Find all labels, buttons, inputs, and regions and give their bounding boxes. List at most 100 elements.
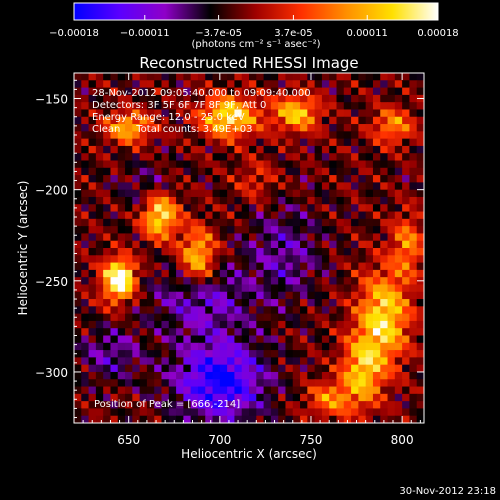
- heatmap-cell: [132, 269, 141, 278]
- heatmap-cell: [409, 196, 418, 205]
- heatmap-cell: [351, 196, 359, 205]
- heatmap-cell: [249, 124, 257, 132]
- heatmap-cell: [307, 145, 316, 154]
- heatmap-cell: [183, 240, 192, 249]
- heatmap-cell: [190, 196, 199, 205]
- heatmap-cell: [270, 328, 279, 337]
- heatmap-cell: [205, 248, 214, 256]
- heatmap-cell: [168, 182, 177, 191]
- heatmap-cell: [241, 415, 250, 423]
- heatmap-cell: [241, 284, 250, 293]
- heatmap-cell: [227, 145, 236, 154]
- heatmap-cell: [394, 182, 403, 191]
- heatmap-cell: [343, 218, 352, 227]
- heatmap-cell: [365, 364, 374, 373]
- heatmap-cell: [176, 240, 184, 249]
- heatmap-cell: [212, 73, 221, 81]
- heatmap-cell: [372, 320, 381, 329]
- heatmap-cell: [168, 291, 177, 300]
- heatmap-cell: [409, 102, 418, 111]
- heatmap-cell: [168, 145, 177, 154]
- heatmap-cell: [227, 393, 236, 402]
- heatmap-cell: [372, 131, 381, 140]
- heatmap-cell: [154, 335, 163, 344]
- heatmap-cell: [154, 109, 163, 118]
- heatmap-cell: [234, 342, 243, 351]
- heatmap-cell: [212, 94, 221, 103]
- heatmap-cell: [132, 175, 141, 183]
- heatmap-cell: [343, 211, 352, 220]
- heatmap-cell: [329, 145, 338, 154]
- heatmap-cell: [161, 196, 170, 205]
- heatmap-cell: [197, 255, 206, 264]
- heatmap-cell: [197, 408, 206, 417]
- heatmap-cell: [300, 87, 308, 96]
- heatmap-cell: [176, 196, 184, 205]
- heatmap-cell: [329, 189, 338, 198]
- heatmap-cell: [183, 313, 192, 322]
- heatmap-cell: [183, 393, 192, 402]
- heatmap-cell: [154, 116, 163, 125]
- heatmap-cell: [292, 73, 301, 81]
- heatmap-cell: [139, 364, 148, 373]
- heatmap-cell: [358, 240, 367, 249]
- heatmap-cell: [117, 80, 126, 89]
- heatmap-cell: [227, 277, 236, 286]
- heatmap-cell: [139, 131, 148, 140]
- heatmap-cell: [343, 320, 352, 329]
- heatmap-cell: [139, 393, 148, 402]
- heatmap-cell: [161, 233, 170, 242]
- heatmap-cell: [125, 299, 133, 307]
- heatmap-cell: [380, 189, 389, 198]
- heatmap-cell: [409, 226, 418, 235]
- heatmap-cell: [146, 80, 155, 89]
- heatmap-cell: [168, 255, 177, 264]
- heatmap-cell: [88, 299, 97, 307]
- heatmap-cell: [139, 196, 148, 205]
- heatmap-cell: [263, 401, 272, 410]
- heatmap-cell: [190, 167, 199, 176]
- heatmap-cell: [176, 233, 184, 242]
- heatmap-cell: [176, 94, 184, 103]
- heatmap-cell: [402, 364, 411, 373]
- heatmap-cell: [402, 401, 411, 410]
- heatmap-cell: [197, 116, 206, 125]
- heatmap-cell: [81, 415, 90, 423]
- heatmap-cell: [212, 255, 221, 264]
- heatmap-cell: [416, 175, 424, 183]
- heatmap-cell: [358, 313, 367, 322]
- heatmap-cell: [139, 138, 148, 147]
- heatmap-cell: [329, 160, 338, 169]
- heatmap-cell: [372, 218, 381, 227]
- heatmap-cell: [307, 313, 316, 322]
- heatmap-cell: [285, 350, 294, 358]
- heatmap-cell: [110, 226, 119, 235]
- heatmap-cell: [139, 328, 148, 337]
- heatmap-cell: [278, 364, 287, 373]
- heatmap-cell: [270, 175, 279, 183]
- heatmap-cell: [343, 284, 352, 293]
- heatmap-cell: [409, 182, 418, 191]
- heatmap-cell: [292, 277, 301, 286]
- heatmap-cell: [300, 335, 308, 344]
- heatmap-cell: [74, 153, 82, 162]
- heatmap-cell: [256, 218, 265, 227]
- heatmap-cell: [103, 335, 112, 344]
- heatmap-cell: [402, 226, 411, 235]
- heatmap-cell: [249, 313, 257, 322]
- heatmap-cell: [132, 138, 141, 147]
- heatmap-cell: [205, 291, 214, 300]
- heatmap-cell: [285, 342, 294, 351]
- heatmap-cell: [263, 357, 272, 366]
- heatmap-cell: [256, 357, 265, 366]
- heatmap-cell: [263, 182, 272, 191]
- heatmap-cell: [212, 335, 221, 344]
- heatmap-cell: [81, 401, 90, 410]
- heatmap-cell: [190, 291, 199, 300]
- heatmap-cell: [307, 160, 316, 169]
- heatmap-cell: [176, 328, 184, 337]
- heatmap-cell: [249, 167, 257, 176]
- heatmap-cell: [154, 160, 163, 169]
- heatmap-cell: [365, 320, 374, 329]
